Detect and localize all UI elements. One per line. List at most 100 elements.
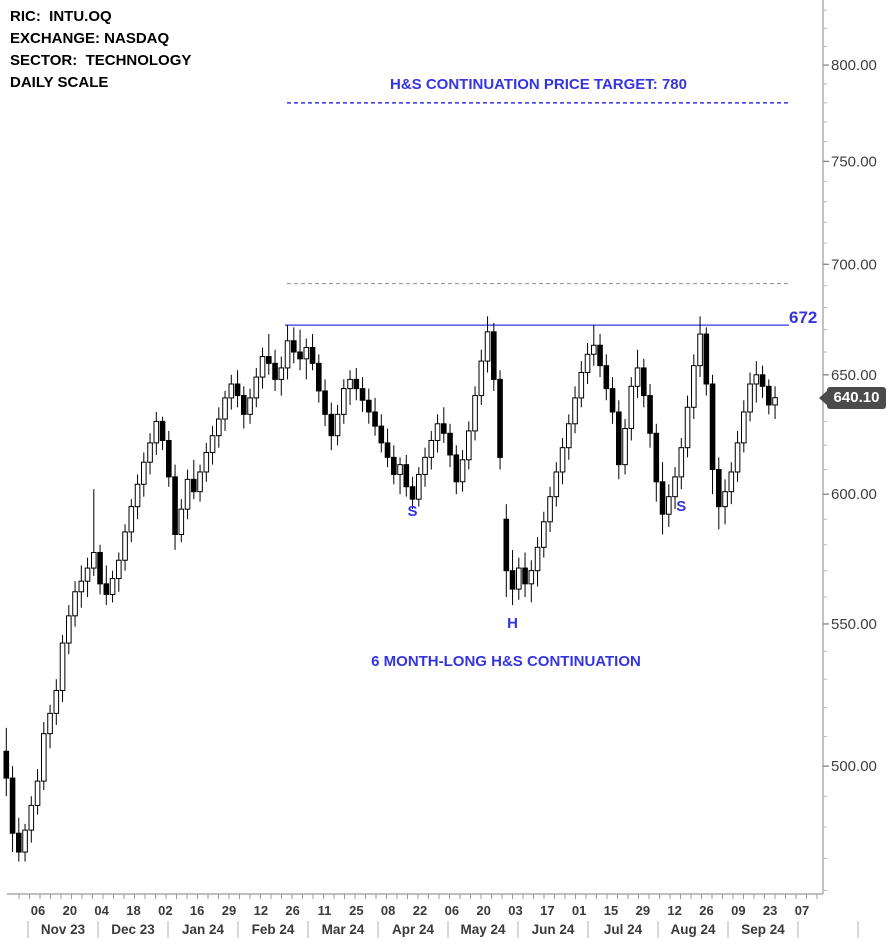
candle-body: [347, 378, 353, 390]
candle-body: [741, 411, 747, 444]
candle-body: [497, 378, 503, 458]
month-label: Apr 24: [392, 922, 435, 937]
candle-body: [228, 383, 235, 399]
candle-body: [609, 388, 616, 413]
sector-label: SECTOR: TECHNOLOGY: [10, 52, 192, 69]
month-label: May 24: [460, 922, 506, 937]
candle-body: [578, 372, 585, 399]
candle-body: [241, 395, 247, 415]
candle-body: [747, 383, 753, 413]
candle-body: [597, 344, 603, 367]
candle-body: [434, 423, 441, 441]
candle-body: [466, 430, 472, 461]
candle-body: [559, 447, 566, 473]
candle-body: [147, 442, 153, 463]
price-target-annotation: H&S CONTINUATION PRICE TARGET: 780: [390, 76, 687, 93]
day-label: 07: [795, 903, 809, 918]
candle-body: [47, 712, 53, 735]
candle-body: [303, 347, 310, 360]
right-shoulder-label: S: [676, 497, 687, 515]
candle-body: [684, 406, 691, 449]
candle-body: [16, 832, 22, 853]
candle-body: [166, 439, 172, 478]
day-label: 26: [285, 903, 299, 918]
candle-body: [116, 559, 122, 580]
candle-body: [522, 567, 528, 585]
day-label: 22: [413, 903, 427, 918]
candle-body: [409, 486, 416, 500]
candle-body: [197, 471, 203, 493]
day-label: 16: [190, 903, 204, 918]
candle-body: [259, 356, 266, 378]
candle-body: [378, 425, 385, 444]
candle-body: [372, 411, 378, 427]
candle-body: [391, 456, 397, 475]
badge-arrow-icon: [819, 389, 828, 406]
candle-body: [547, 496, 553, 523]
price-tick-label: 650.00: [831, 367, 877, 384]
candle-body: [616, 411, 622, 466]
candle-body: [191, 478, 197, 493]
candle-body: [441, 423, 447, 434]
candle-body: [322, 390, 328, 415]
candle-body: [216, 418, 222, 437]
candle-body: [153, 420, 160, 444]
candle-body: [509, 570, 516, 590]
day-label: 03: [508, 903, 522, 918]
left-shoulder-label: S: [407, 502, 418, 520]
candle-body: [328, 413, 335, 437]
instrument-info-panel: RIC: INTU.OQ EXCHANGE: NASDAQ SECTOR: TE…: [10, 6, 191, 94]
candle-body: [622, 428, 628, 466]
candle-body: [334, 413, 341, 437]
candle-body: [403, 464, 410, 488]
day-label: 25: [349, 903, 363, 918]
candle-body: [553, 471, 560, 498]
day-label: 06: [31, 903, 45, 918]
day-label: 26: [699, 903, 713, 918]
candle-body: [478, 360, 485, 397]
candle-body: [472, 395, 478, 432]
day-label: 23: [763, 903, 777, 918]
candle-body: [291, 340, 297, 353]
candle-body: [278, 367, 285, 380]
day-label: 08: [381, 903, 395, 918]
candle-body: [491, 331, 497, 380]
candle-body: [416, 473, 422, 500]
candle-body: [353, 378, 360, 390]
day-label: 20: [63, 903, 77, 918]
candle-body: [141, 461, 147, 485]
candle-body: [634, 367, 641, 387]
price-tick-label: 750.00: [831, 153, 877, 170]
candle-body: [203, 452, 210, 473]
candle-body: [28, 804, 35, 831]
pattern-annotation: 6 MONTH-LONG H&S CONTINUATION: [371, 653, 641, 670]
candle-body: [359, 388, 366, 401]
candle-body: [309, 347, 316, 364]
candle-body: [384, 442, 391, 458]
candle-body: [66, 615, 72, 644]
candle-body: [728, 471, 735, 493]
candle-body: [647, 395, 653, 434]
last-price-value: 640.10: [833, 388, 880, 406]
candle-body: [666, 496, 672, 515]
candle-body: [97, 551, 103, 585]
day-label: 12: [254, 903, 268, 918]
day-label: 29: [222, 903, 236, 918]
candle-body: [734, 442, 741, 473]
candle-body: [9, 777, 16, 834]
candle-body: [59, 642, 66, 692]
month-label: Sep 24: [741, 922, 785, 937]
candle-body: [53, 690, 60, 714]
neckline-price-label: 672: [789, 308, 818, 327]
candle-body: [422, 456, 428, 475]
candle-body: [72, 591, 78, 617]
candle-body: [103, 583, 110, 595]
candle-body: [591, 344, 597, 355]
month-label: Dec 23: [111, 922, 155, 937]
candle-body: [272, 362, 278, 380]
head-label: H: [507, 614, 518, 632]
day-label: 11: [318, 903, 332, 918]
candle-body: [703, 333, 710, 385]
price-tick-label: 600.00: [831, 486, 877, 503]
